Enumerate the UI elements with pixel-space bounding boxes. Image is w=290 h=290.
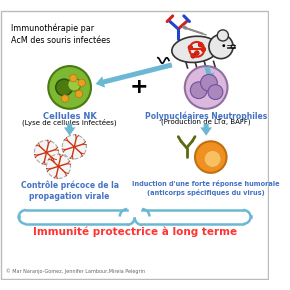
Circle shape — [222, 44, 225, 47]
Circle shape — [198, 42, 203, 47]
Circle shape — [48, 66, 91, 109]
Circle shape — [56, 79, 72, 96]
Circle shape — [201, 75, 217, 91]
Text: Induction d'une forte réponse humorale
(anticorps spécifiques du virus): Induction d'une forte réponse humorale (… — [132, 180, 280, 196]
Circle shape — [188, 45, 193, 50]
Circle shape — [190, 82, 207, 99]
Text: Immunothérapie par
AcM des souris infectées: Immunothérapie par AcM des souris infect… — [11, 23, 110, 45]
Circle shape — [75, 90, 83, 98]
Circle shape — [34, 140, 59, 164]
Text: Cellules NK: Cellules NK — [43, 112, 97, 121]
Circle shape — [46, 154, 70, 178]
Circle shape — [61, 95, 69, 102]
Text: (Lyse de cellules infectées): (Lyse de cellules infectées) — [22, 118, 117, 126]
Circle shape — [217, 30, 229, 41]
Circle shape — [185, 66, 227, 109]
Circle shape — [209, 35, 233, 59]
Ellipse shape — [172, 36, 218, 62]
Circle shape — [62, 135, 86, 159]
Circle shape — [191, 54, 195, 58]
Text: Polynucléaires Neutrophiles: Polynucléaires Neutrophiles — [145, 112, 267, 121]
Circle shape — [208, 85, 223, 99]
Circle shape — [195, 51, 199, 55]
Text: (Production de LTα, BAFF): (Production de LTα, BAFF) — [161, 118, 251, 125]
Circle shape — [204, 151, 221, 167]
Circle shape — [201, 47, 206, 52]
Circle shape — [68, 78, 81, 91]
Circle shape — [195, 141, 226, 173]
Text: Contrôle précoce de la
propagation virale: Contrôle précoce de la propagation viral… — [21, 180, 119, 201]
Circle shape — [70, 75, 77, 82]
Text: +: + — [130, 77, 148, 97]
Text: Immunité protectrice à long terme: Immunité protectrice à long terme — [32, 227, 237, 237]
Circle shape — [78, 79, 86, 86]
Text: © Mar Naranjo-Gomez, Jennifer Lambour,Mireia Pelegrin: © Mar Naranjo-Gomez, Jennifer Lambour,Mi… — [6, 269, 145, 274]
Circle shape — [231, 45, 235, 48]
